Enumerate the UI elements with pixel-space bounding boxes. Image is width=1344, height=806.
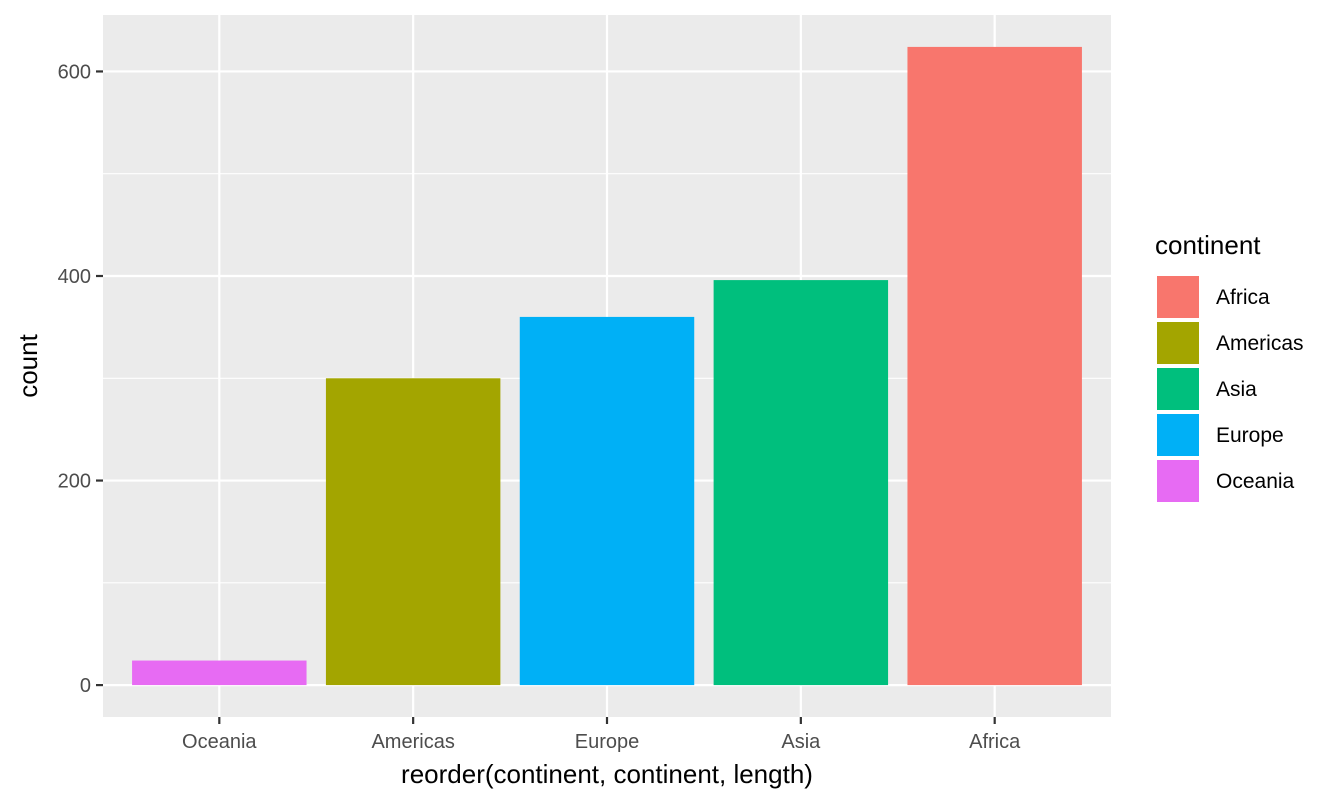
x-tick-label: Asia	[781, 731, 821, 753]
legend-label-asia: Asia	[1216, 378, 1257, 401]
legend-label-oceania: Oceania	[1216, 470, 1295, 493]
y-axis-title: count	[13, 333, 43, 397]
legend-key-asia	[1157, 368, 1199, 410]
x-tick-label: Americas	[371, 731, 454, 753]
y-tick-label: 400	[58, 266, 91, 288]
bar-americas	[325, 378, 501, 686]
y-tick-label: 200	[58, 471, 91, 493]
legend-key-europe	[1157, 414, 1199, 456]
x-axis-title: reorder(continent, continent, length)	[401, 759, 813, 789]
bar-africa	[907, 46, 1082, 686]
bar-oceania	[132, 660, 307, 686]
legend-label-europe: Europe	[1216, 424, 1284, 447]
bar-asia	[713, 280, 889, 686]
legend-key-oceania	[1157, 460, 1199, 502]
x-axis: Oceania Americas Europe Asia Africa	[182, 717, 1021, 753]
legend-title: continent	[1155, 230, 1261, 260]
y-tick-label: 600	[58, 61, 91, 83]
legend: continent Africa Americas Asia Europe Oceani…	[1155, 230, 1304, 502]
legend-label-americas: Americas	[1216, 332, 1304, 355]
x-tick-label: Europe	[575, 731, 640, 753]
y-axis: 0 200 400 600	[58, 61, 103, 697]
legend-label-africa: Africa	[1216, 286, 1270, 309]
x-tick-label: Africa	[969, 731, 1021, 753]
bar-europe	[519, 316, 695, 686]
legend-key-africa	[1157, 276, 1199, 318]
x-tick-label: Oceania	[182, 731, 257, 753]
bars	[132, 46, 1082, 686]
legend-key-americas	[1157, 322, 1199, 364]
y-tick-label: 0	[80, 675, 91, 697]
